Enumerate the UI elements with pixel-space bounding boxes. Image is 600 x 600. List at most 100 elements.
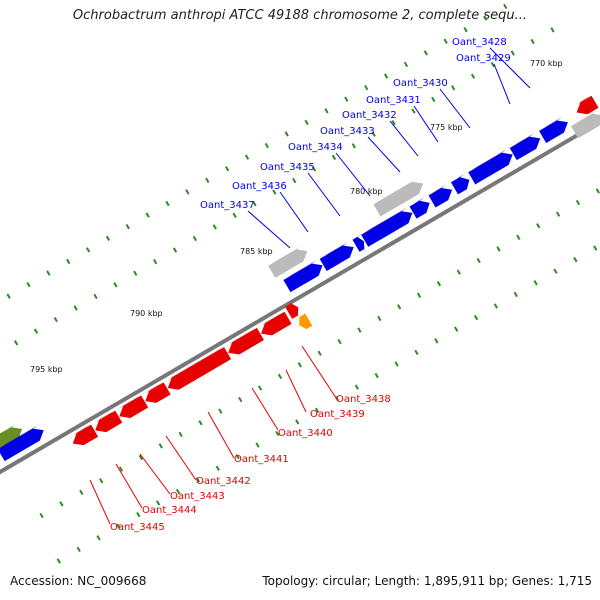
scale-tick: [212, 224, 217, 230]
scale-tick: [595, 188, 600, 194]
scale-tick: [311, 166, 317, 172]
scale-tick: [354, 384, 359, 390]
gene-label-leader: [367, 136, 401, 173]
scale-tick: [503, 3, 508, 10]
gene-arrow: [167, 347, 232, 390]
gene-arrow: [571, 113, 600, 139]
scale-tick: [374, 372, 379, 379]
scale-tick: [470, 73, 476, 79]
gene-label: Oant_3431: [366, 95, 421, 106]
gene-arrow: [428, 188, 453, 208]
gene-arrow: [352, 236, 365, 252]
gene-arrow: [285, 303, 299, 319]
scale-tick: [158, 443, 163, 449]
scale-tick: [575, 199, 581, 206]
scale-tick: [284, 131, 289, 137]
gene-label-leader: [247, 210, 291, 249]
gene-arrow-shade: [145, 383, 162, 394]
scale-label: 790 kbp: [130, 309, 163, 318]
scale-tick: [550, 27, 555, 33]
accession-text: Accession: NC_009668: [10, 574, 147, 588]
gene-label-leader: [335, 152, 371, 197]
gene-arrow: [72, 424, 99, 446]
scale-tick: [314, 407, 320, 413]
scale-tick: [252, 201, 257, 207]
backbone-line: [0, 119, 600, 475]
scale-tick: [198, 420, 203, 426]
gene-label-leader: [165, 435, 197, 481]
gene-arrow-shade: [431, 184, 447, 195]
gene-arrow: [0, 427, 23, 451]
scale-tick: [593, 245, 598, 251]
scale-tick: [364, 84, 369, 91]
gene-arrow: [283, 263, 323, 293]
gene-arrow-shade: [0, 423, 17, 435]
gene-label: Oant_3436: [232, 181, 287, 192]
gene-arrow-shade: [288, 299, 296, 306]
scale-tick: [383, 73, 389, 79]
scale-tick: [46, 270, 51, 276]
scale-tick: [99, 478, 104, 484]
scale-tick: [496, 246, 501, 252]
scale-tick: [304, 119, 309, 126]
scale-tick: [357, 327, 362, 333]
scale-tick: [138, 454, 144, 461]
scale-tick: [238, 396, 243, 403]
scale-tick: [476, 257, 481, 264]
scale-tick: [218, 408, 223, 414]
scale-tick: [185, 189, 190, 195]
scale-tick: [13, 340, 19, 346]
gene-label: Oant_3428: [452, 37, 507, 48]
scale-tick: [53, 316, 58, 323]
scale-tick: [125, 224, 130, 230]
scale-tick: [454, 326, 459, 332]
gene-label-leader: [279, 191, 309, 233]
scale-label: 770 kbp: [530, 59, 563, 68]
scale-tick: [56, 558, 61, 564]
scale-tick: [431, 96, 436, 103]
scale-tick: [264, 142, 269, 149]
scale-tick: [297, 362, 302, 368]
gene-arrow-shade: [167, 347, 222, 381]
scale-tick: [215, 465, 220, 471]
scale-tick: [317, 350, 322, 356]
gene-label-leader: [139, 453, 171, 495]
gene-arrow-shade: [471, 149, 507, 171]
scale-tick: [436, 281, 442, 287]
gene-label: Oant_3445: [110, 522, 165, 533]
gene-label-leader: [489, 47, 531, 89]
gene-arrow-shade: [542, 117, 563, 130]
scale-tick: [513, 291, 518, 298]
scale-tick: [416, 292, 422, 298]
gene-arrow-shade: [228, 328, 255, 346]
scale-tick: [195, 477, 201, 483]
scale-tick: [536, 223, 541, 229]
gene-label: Oant_3439: [310, 409, 365, 420]
scale-tick: [33, 328, 39, 334]
scale-tick: [516, 234, 521, 241]
scale-tick: [156, 500, 161, 506]
scale-tick: [133, 270, 138, 276]
scale-tick: [172, 247, 178, 253]
scale-tick: [105, 235, 111, 241]
scale-tick: [244, 154, 250, 160]
gene-label-leader: [301, 345, 337, 399]
gene-arrow: [509, 136, 541, 161]
scale-tick: [232, 212, 237, 218]
scale-tick: [26, 281, 31, 288]
scale-tick: [277, 373, 283, 380]
gene-arrow-shade: [322, 241, 348, 258]
gene-arrow-shade: [412, 197, 425, 206]
gene-arrow: [261, 311, 292, 336]
scale-tick: [414, 349, 419, 356]
scale-tick: [555, 211, 561, 217]
gene-label: Oant_3430: [393, 78, 448, 89]
gene-arrow-shade: [95, 411, 114, 423]
scale-tick: [324, 108, 329, 114]
scale-tick: [113, 282, 118, 288]
gene-label: Oant_3437: [200, 200, 255, 211]
scale-tick: [533, 280, 538, 286]
gene-label-leader: [439, 88, 471, 129]
gene-label-leader: [89, 479, 111, 525]
scale-label: 785 kbp: [240, 247, 273, 256]
